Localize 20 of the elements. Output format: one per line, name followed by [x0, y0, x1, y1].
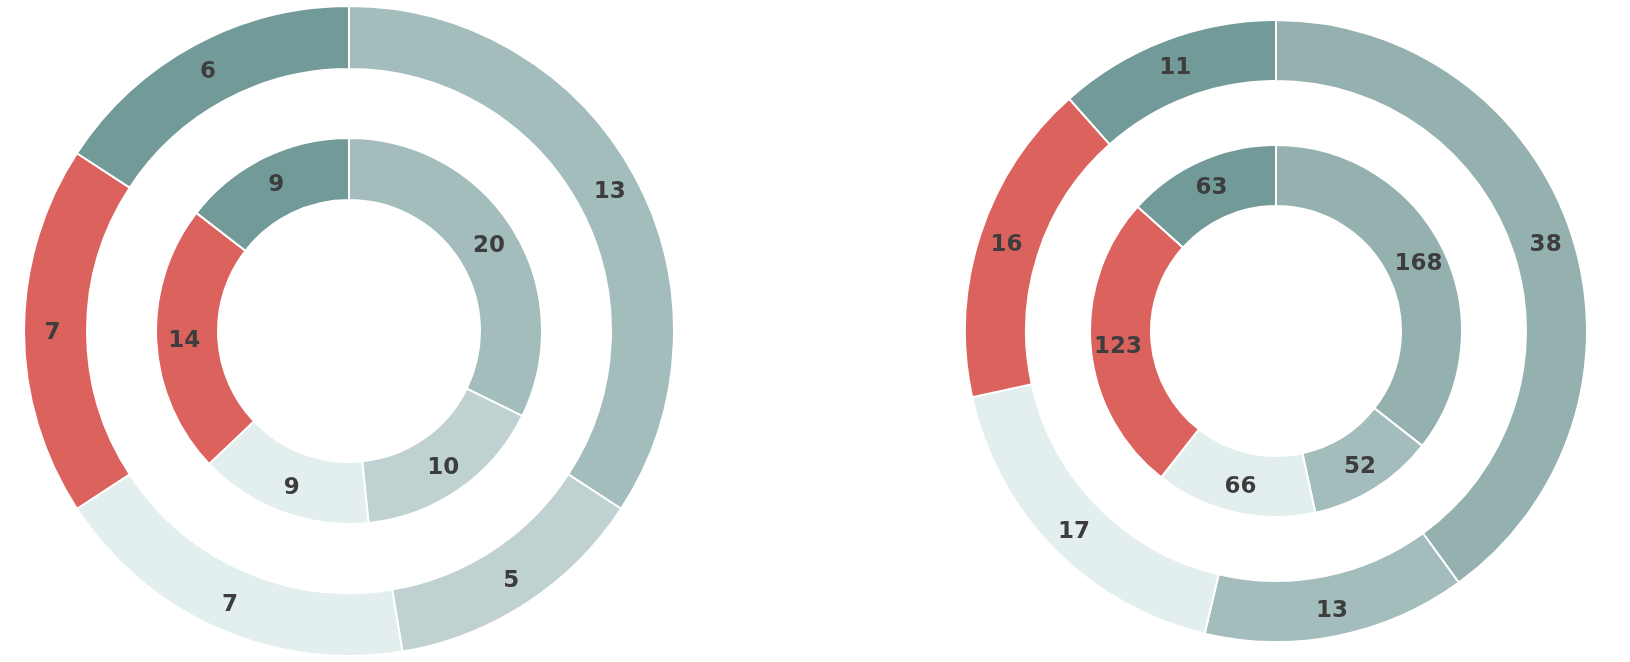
data-label: 63 [1195, 173, 1228, 200]
data-label: 168 [1394, 248, 1443, 275]
data-label: 16 [990, 230, 1023, 257]
data-label: 10 [427, 453, 460, 480]
data-label: 38 [1529, 230, 1562, 257]
data-label: 13 [593, 176, 626, 203]
data-label: 20 [473, 230, 506, 257]
data-label: 5 [503, 566, 520, 593]
data-label: 9 [268, 169, 285, 196]
data-label: 11 [1159, 53, 1192, 80]
data-label: 7 [221, 589, 238, 616]
data-label: 7 [44, 318, 61, 344]
data-label: 52 [1344, 452, 1377, 479]
data-label: 13 [1315, 595, 1348, 622]
data-label: 9 [283, 472, 300, 499]
data-label: 17 [1057, 516, 1090, 543]
data-label: 6 [199, 57, 216, 84]
data-label: 14 [168, 326, 201, 353]
data-label: 123 [1094, 331, 1143, 358]
data-label: 66 [1224, 472, 1257, 499]
